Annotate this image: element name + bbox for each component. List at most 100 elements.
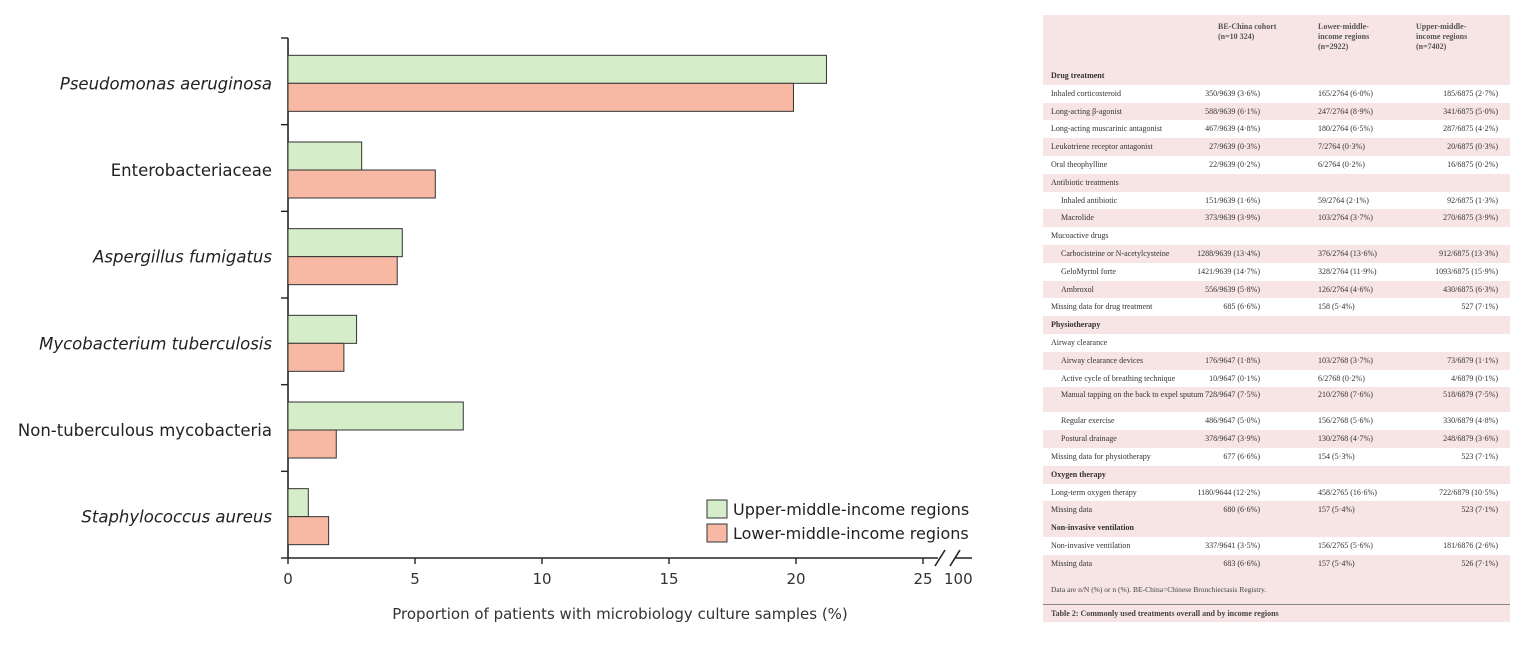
table-section-row: Oxygen therapy bbox=[1043, 465, 1510, 484]
bar-upper-middle bbox=[287, 54, 827, 84]
row-label: Airway clearance devices bbox=[1061, 355, 1144, 365]
table-cell: 156/2768 (5·6%) bbox=[1318, 416, 1373, 426]
table-cell: 330/6879 (4·8%) bbox=[1443, 416, 1498, 426]
table-cell: 7/2764 (0·3%) bbox=[1318, 142, 1365, 152]
row-label: Leukotriene receptor antagonist bbox=[1051, 142, 1153, 152]
table-cell: 181/6876 (2·6%) bbox=[1443, 540, 1498, 550]
table-cell: 156/2765 (5·6%) bbox=[1318, 540, 1373, 550]
table-cell: 556/9639 (5·8%) bbox=[1205, 284, 1260, 294]
table-cell: 1421/9639 (14·7%) bbox=[1197, 266, 1260, 276]
row-label: GeloMyrtol forte bbox=[1061, 266, 1116, 276]
table-cell: 210/2768 (7·6%) bbox=[1318, 390, 1373, 400]
bar-upper-middle bbox=[287, 401, 464, 431]
category-label: Enterobacteriaceae bbox=[111, 161, 272, 180]
row-label: Oral theophylline bbox=[1051, 159, 1108, 169]
table-cell: 523 (7·1%) bbox=[1461, 451, 1498, 461]
table-row: Oral theophylline 22/9639 (0·2%) 6/2764 (0… bbox=[1043, 155, 1510, 174]
axis-break-mark bbox=[934, 549, 946, 567]
table-cell: 328/2764 (11·9%) bbox=[1318, 266, 1377, 276]
table-row: Missing data 683 (6·6%) 157 (5·4%) 526 (7·1… bbox=[1043, 555, 1510, 573]
header-be-china: BE-China cohort (n=10 324) bbox=[1218, 22, 1277, 41]
axis-break-mark bbox=[949, 549, 961, 567]
x-axis-title: Proportion of patients with microbiology… bbox=[392, 605, 848, 623]
table-cell: 16/6875 (0·2%) bbox=[1447, 159, 1498, 169]
table-cell: 1093/6875 (15·9%) bbox=[1435, 266, 1498, 276]
bar-upper-middle bbox=[287, 314, 358, 344]
table-cell: 378/9647 (3·9%) bbox=[1205, 434, 1260, 444]
table-cell: 680 (6·6%) bbox=[1223, 505, 1260, 515]
bar-lower-middle bbox=[287, 429, 337, 459]
table-cell: 430/6875 (6·3%) bbox=[1443, 284, 1498, 294]
table-row: Missing data for drug treatment 685 (6·6%… bbox=[1043, 298, 1510, 317]
row-label: Drug treatment bbox=[1051, 71, 1105, 80]
bar-chart: Pseudomonas aeruginosa Enterobacteriaceae… bbox=[18, 37, 973, 623]
table-section-row: Drug treatment bbox=[1043, 67, 1510, 85]
row-label: Macrolide bbox=[1061, 213, 1094, 223]
table-row: Carbocisteine or N-acetylcysteine 1288/96… bbox=[1043, 245, 1510, 263]
table-row: Leukotriene receptor antagonist 27/9639 (… bbox=[1043, 138, 1510, 156]
table-row: GeloMyrtol forte 1421/9639 (14·7%) 328/276… bbox=[1043, 262, 1510, 281]
table-cell: 373/9639 (3·9%) bbox=[1205, 213, 1260, 223]
table-cell: 287/6875 (4·2%) bbox=[1443, 124, 1498, 134]
table-cell: 151/9639 (1·6%) bbox=[1205, 195, 1260, 205]
table-cell: 92/6875 (1·3%) bbox=[1447, 195, 1498, 205]
table-body: Drug treatment Inhaled corticosteroid 350/… bbox=[1043, 67, 1510, 573]
table-cell: 4/6879 (0·1%) bbox=[1451, 373, 1498, 383]
table-cell: 486/9647 (5·0%) bbox=[1205, 416, 1260, 426]
table-cell: 270/6875 (3·9%) bbox=[1443, 213, 1498, 223]
table-row: Inhaled antibiotic 151/9639 (1·6%) 59/2764… bbox=[1043, 191, 1510, 210]
table-cell: 722/6879 (10·5%) bbox=[1439, 487, 1498, 497]
table-header: BE-China cohort (n=10 324) Lower-middle-… bbox=[1043, 15, 1510, 67]
row-label: Long-term oxygen therapy bbox=[1051, 487, 1137, 497]
table-cell: 458/2765 (16·6%) bbox=[1318, 487, 1377, 497]
header-upper-middle: Upper-middle- income regions (n=7402) bbox=[1416, 22, 1468, 51]
table-cell: 685 (6·6%) bbox=[1223, 302, 1260, 312]
table-cell: 27/9639 (0·3%) bbox=[1209, 142, 1260, 152]
table-row: Airway clearance bbox=[1043, 333, 1510, 352]
row-label: Non-invasive ventilation bbox=[1051, 523, 1134, 533]
table-cell: 1288/9639 (13·4%) bbox=[1197, 248, 1260, 258]
table-cell: 6/2768 (0·2%) bbox=[1318, 373, 1365, 383]
table-cell: 185/6875 (2·7%) bbox=[1443, 88, 1498, 98]
table-caption: Table 2: Commonly used treatments overal… bbox=[1043, 604, 1510, 622]
bar-upper-middle bbox=[287, 488, 309, 518]
row-label: Long-acting β-agonist bbox=[1051, 106, 1122, 116]
row-label: Missing data bbox=[1051, 505, 1093, 515]
table-section-row: Non-invasive ventilation bbox=[1043, 519, 1510, 537]
x-tick-label: 25 bbox=[913, 570, 932, 588]
table-cell: 337/9641 (3·5%) bbox=[1205, 540, 1260, 550]
table-row: Active cycle of breathing technique 10/96… bbox=[1043, 369, 1510, 388]
x-tick-label-break: 100 bbox=[944, 570, 973, 588]
row-label: Missing data for physiotherapy bbox=[1051, 451, 1151, 461]
x-tick-label: 0 bbox=[283, 570, 293, 588]
table-cell: 176/9647 (1·8%) bbox=[1205, 355, 1260, 365]
table-cell: 22/9639 (0·2%) bbox=[1209, 159, 1260, 169]
table-cell: 526 (7·1%) bbox=[1461, 558, 1498, 568]
category-label: Mycobacterium tuberculosis bbox=[39, 334, 272, 353]
table-row: Missing data for physiotherapy 677 (6·6%)… bbox=[1043, 447, 1510, 466]
table-row: Antibiotic treatments bbox=[1043, 174, 1510, 192]
row-label: Airway clearance bbox=[1051, 337, 1108, 347]
table-cell: 59/2764 (2·1%) bbox=[1318, 195, 1369, 205]
x-tick-label: 15 bbox=[659, 570, 678, 588]
table-cell: 126/2764 (4·6%) bbox=[1318, 284, 1373, 294]
table-cell: 154 (5·3%) bbox=[1318, 451, 1355, 461]
legend-swatch bbox=[706, 499, 728, 519]
table-footnote: Data are n/N (%) or n (%). BE-China=Chin… bbox=[1051, 585, 1267, 594]
chart-svg: Pseudomonas aeruginosa Enterobacteriaceae… bbox=[18, 37, 973, 623]
table-row: Non-invasive ventilation 337/9641 (3·5%) 1… bbox=[1043, 536, 1510, 555]
category-label: Staphylococcus aureus bbox=[81, 508, 272, 527]
row-label: Ambroxol bbox=[1061, 284, 1094, 294]
table-cell: 73/6879 (1·1%) bbox=[1447, 355, 1498, 365]
bar-lower-middle bbox=[287, 342, 345, 372]
row-label: Manual tapping on the back to expel sput… bbox=[1061, 390, 1204, 400]
bar-upper-middle bbox=[287, 228, 403, 258]
table-cell: 165/2764 (6·0%) bbox=[1318, 88, 1373, 98]
row-label: Missing data for drug treatment bbox=[1051, 302, 1153, 312]
bar-lower-middle bbox=[287, 256, 398, 286]
table-row: Manual tapping on the back to expel sput… bbox=[1043, 387, 1510, 412]
table-cell: 376/2764 (13·6%) bbox=[1318, 248, 1377, 258]
legend-label: Upper-middle-income regions bbox=[733, 500, 969, 519]
row-label: Carbocisteine or N-acetylcysteine bbox=[1061, 248, 1170, 258]
table-row: Airway clearance devices 176/9647 (1·8%) 1… bbox=[1043, 352, 1510, 370]
